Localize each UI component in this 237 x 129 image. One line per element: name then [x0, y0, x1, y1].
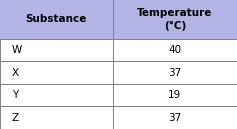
- Text: W: W: [12, 45, 22, 55]
- Text: Y: Y: [12, 90, 18, 100]
- Bar: [0, 0, 237, 39]
- Text: Temperature
(°C): Temperature (°C): [137, 8, 213, 31]
- Text: 19: 19: [168, 90, 181, 100]
- Text: 40: 40: [168, 45, 181, 55]
- Text: X: X: [12, 68, 19, 78]
- Text: Substance: Substance: [26, 14, 87, 24]
- Text: Z: Z: [12, 113, 19, 123]
- Text: 37: 37: [168, 113, 181, 123]
- Text: 37: 37: [168, 68, 181, 78]
